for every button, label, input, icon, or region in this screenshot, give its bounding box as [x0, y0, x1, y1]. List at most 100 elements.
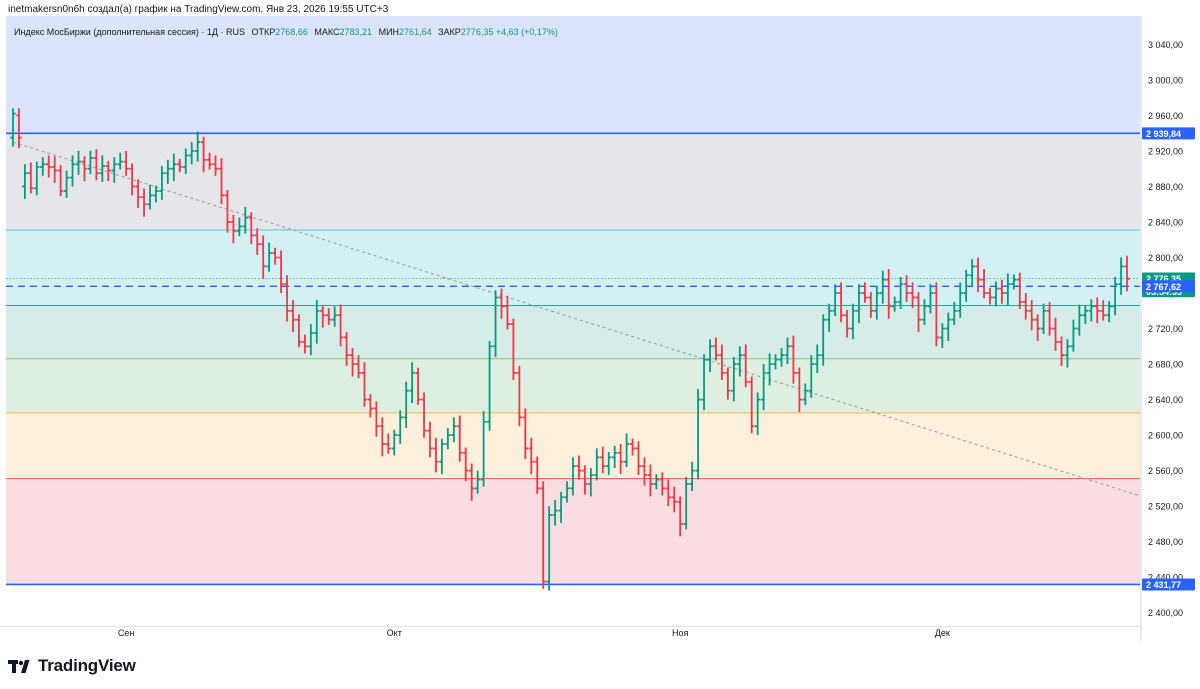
- ohlc-bar: [1017, 272, 1023, 310]
- ohlc-bar: [677, 496, 683, 537]
- ohlc-bar: [921, 299, 928, 325]
- ohlc-bar: [820, 314, 826, 366]
- ohlc-bar: [266, 242, 272, 272]
- ohlc-bar: [177, 158, 183, 173]
- ohlc-bar: [641, 457, 648, 486]
- symbol-legend: Индекс МосБиржи (дополнительная сессия) …: [14, 27, 558, 37]
- ohlc-bar: [302, 334, 308, 354]
- ohlc-bar: [463, 447, 469, 482]
- ohlc-bar: [844, 309, 850, 338]
- chart-area[interactable]: 3 040,00 3 000,00 2 960,00 2 920,00 2 880,00…: [0, 16, 1200, 641]
- legend-open-label: ОТКР: [251, 27, 276, 37]
- ohlc-bar: [171, 153, 177, 182]
- ohlc-bar: [69, 155, 76, 187]
- ohlc-bar: [713, 337, 719, 361]
- ohlc-bar: [588, 467, 594, 497]
- fib-zone-6: [6, 478, 1140, 585]
- ohlc-bar: [1118, 257, 1124, 295]
- ohlc-bar: [218, 158, 225, 205]
- ohlc-bar: [987, 287, 993, 305]
- ohlc-bar: [28, 162, 34, 194]
- ohlc-bar: [1112, 277, 1118, 316]
- price-label-4: 2 431,77: [1146, 580, 1181, 590]
- ohlc-bar: [725, 367, 731, 400]
- ohlc-bar: [957, 282, 963, 318]
- ohlc-bar: [749, 376, 755, 434]
- ohlc-bar: [600, 446, 606, 474]
- price-label-1: 2 776,35: [1146, 274, 1181, 284]
- ohlc-bar: [87, 150, 94, 175]
- ohlc-bar: [105, 160, 111, 182]
- ohlc-bar: [975, 257, 981, 293]
- y-tick-label: 2 680,00: [1148, 360, 1183, 370]
- ohlc-bar: [189, 142, 195, 165]
- ohlc-bar: [564, 481, 570, 503]
- ohlc-bar: [57, 165, 64, 197]
- ohlc-bar: [314, 300, 320, 344]
- ohlc-bar: [939, 323, 946, 349]
- ohlc-bar: [999, 279, 1005, 304]
- ohlc-bar: [34, 161, 40, 196]
- ohlc-bar: [945, 312, 951, 341]
- tradingview-logo-text: TradingView: [38, 656, 136, 675]
- ohlc-bar: [1106, 301, 1112, 323]
- ohlc-bar: [147, 184, 153, 210]
- ohlc-bar: [892, 296, 898, 312]
- tradingview-logo[interactable]: TradingView: [8, 654, 136, 678]
- ohlc-bar: [623, 433, 630, 468]
- ohlc-bar: [647, 464, 654, 497]
- ohlc-bar: [850, 303, 856, 340]
- price-label-box-4: [1142, 578, 1195, 591]
- ohlc-bar: [451, 417, 457, 443]
- ohlc-bar: [1052, 317, 1059, 351]
- ohlc-bar: [498, 288, 505, 319]
- ohlc-bar: [629, 438, 636, 456]
- ohlc-bar: [1011, 274, 1017, 290]
- ohlc-bar: [75, 150, 82, 175]
- ohlc-bar: [510, 318, 517, 381]
- ohlc-bar: [832, 284, 838, 317]
- ohlc-bar: [540, 481, 546, 589]
- legend-close-value: 2776,35: [460, 27, 494, 37]
- legend-close-label: ЗАКР: [438, 27, 461, 37]
- ohlc-bar: [874, 285, 880, 320]
- ohlc-bar: [63, 170, 70, 199]
- y-tick-label: 2 920,00: [1148, 146, 1183, 156]
- ohlc-bar: [135, 179, 141, 208]
- chart-caption: inetmakersn0n6h создал(а) график на Trad…: [8, 4, 389, 15]
- fib-zone-7: [6, 584, 1140, 626]
- ohlc-bar: [558, 491, 564, 524]
- legend-change: +4,63 (+0,17%): [495, 27, 558, 37]
- ohlc-bar: [606, 451, 612, 476]
- ohlc-bar: [206, 152, 213, 170]
- legend-low-value: 2761,64: [399, 27, 432, 37]
- y-tick-label: 2 960,00: [1148, 111, 1183, 121]
- fib-zone-1: [6, 133, 1140, 230]
- ohlc-bar: [439, 438, 445, 475]
- ohlc-bar: [1076, 304, 1083, 336]
- ohlc-bar: [683, 476, 689, 530]
- ohlc-bar: [16, 108, 22, 149]
- ohlc-bar: [248, 212, 254, 245]
- ohlc-bar: [981, 269, 987, 299]
- ohlc-bar: [552, 499, 558, 526]
- price-axis[interactable]: [1141, 16, 1200, 641]
- ohlc-bar: [367, 394, 374, 418]
- ohlc-bar: [766, 353, 773, 386]
- ohlc-bar: [183, 148, 189, 175]
- ohlc-bar: [659, 472, 666, 496]
- ohlc-bar: [719, 344, 725, 381]
- ohlc-bar: [969, 259, 975, 286]
- ohlc-bar: [480, 411, 487, 487]
- ohlc-bar: [397, 410, 403, 444]
- ohlc-bar: [516, 365, 523, 427]
- ohlc-bar: [671, 486, 677, 513]
- ohlc-bar: [421, 392, 427, 438]
- ohlc-bar: [474, 470, 481, 494]
- ohlc-bar: [296, 314, 302, 348]
- ohlc-bar: [665, 479, 671, 507]
- legend-high-value: 2783,21: [339, 27, 373, 37]
- price-chart[interactable]: 3 040,00 3 000,00 2 960,00 2 920,00 2 880,00…: [0, 16, 1200, 641]
- tradingview-logo-icon: [8, 660, 30, 673]
- ohlc-bar: [653, 474, 660, 490]
